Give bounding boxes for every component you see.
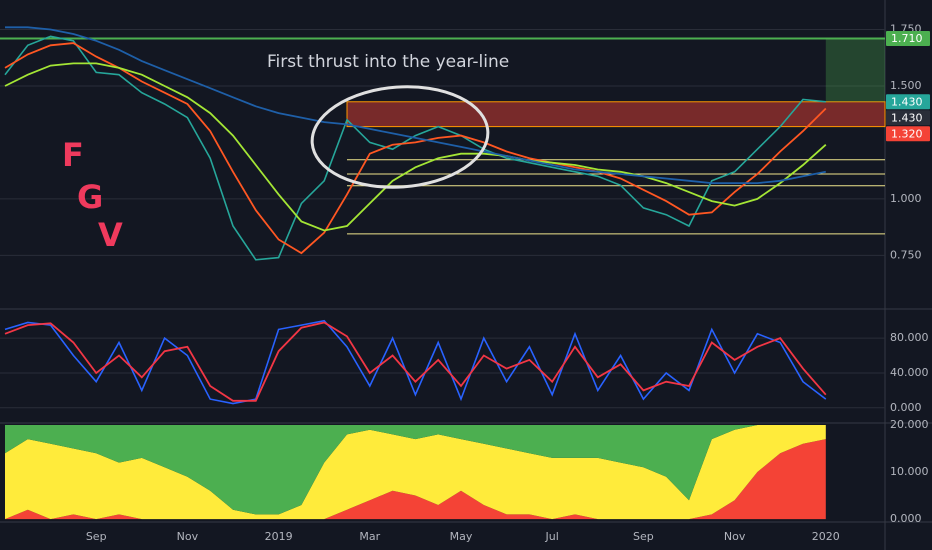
x-tick-label: Sep [86, 530, 107, 543]
annotation: G [77, 178, 103, 216]
price-tag [886, 31, 930, 47]
series-line [4, 62, 827, 232]
series-line [4, 319, 827, 405]
annotation: V [98, 216, 123, 254]
y-tick-label: 40.000 [890, 366, 929, 379]
x-tick-label: Nov [177, 530, 199, 543]
stacked-area [5, 439, 826, 520]
y-tick-label: 10.000 [890, 465, 929, 478]
annotation: First thrust into the year-line [267, 52, 509, 72]
y-tick-label: 0.000 [890, 512, 922, 525]
price-tag [886, 126, 930, 142]
price-tag-label: 1.430 [891, 111, 923, 124]
y-tick-label: 20.000 [890, 418, 929, 431]
series-line [4, 42, 827, 255]
plot: Sep Nov 2019 Mar May Jul Sep Nov 2020 0.750 1.000 1… [0, 23, 930, 543]
y-tick-label: 1.000 [890, 192, 922, 205]
x-tick-label: 2019 [265, 530, 293, 543]
price-tag-label: 1.320 [891, 127, 923, 140]
stacked-area [5, 425, 826, 515]
stacked-area [5, 425, 826, 520]
series-line [5, 26, 826, 184]
price-tag-label: 1.710 [891, 32, 923, 45]
series-line [4, 321, 827, 402]
annotation: F [62, 136, 84, 174]
highlight-ellipse [310, 85, 490, 189]
y-tick-label: 1.500 [890, 79, 922, 92]
y-tick-label: 0.750 [890, 248, 922, 261]
target-zone [825, 38, 885, 102]
y-tick-label: 80.000 [890, 331, 929, 344]
x-tick-label: May [450, 530, 473, 543]
x-tick-label: Jul [545, 530, 559, 543]
price-tag [886, 110, 930, 126]
series-line [4, 35, 826, 261]
x-tick-label: Mar [359, 530, 380, 543]
price-tag-label: 1.430 [891, 95, 923, 108]
y-tick-label: 0.000 [890, 401, 922, 414]
zone [346, 101, 886, 128]
x-tick-label: 2020 [812, 530, 840, 543]
x-tick-label: Nov [724, 530, 746, 543]
price-tag [886, 94, 930, 110]
x-tick-label: Sep [633, 530, 654, 543]
